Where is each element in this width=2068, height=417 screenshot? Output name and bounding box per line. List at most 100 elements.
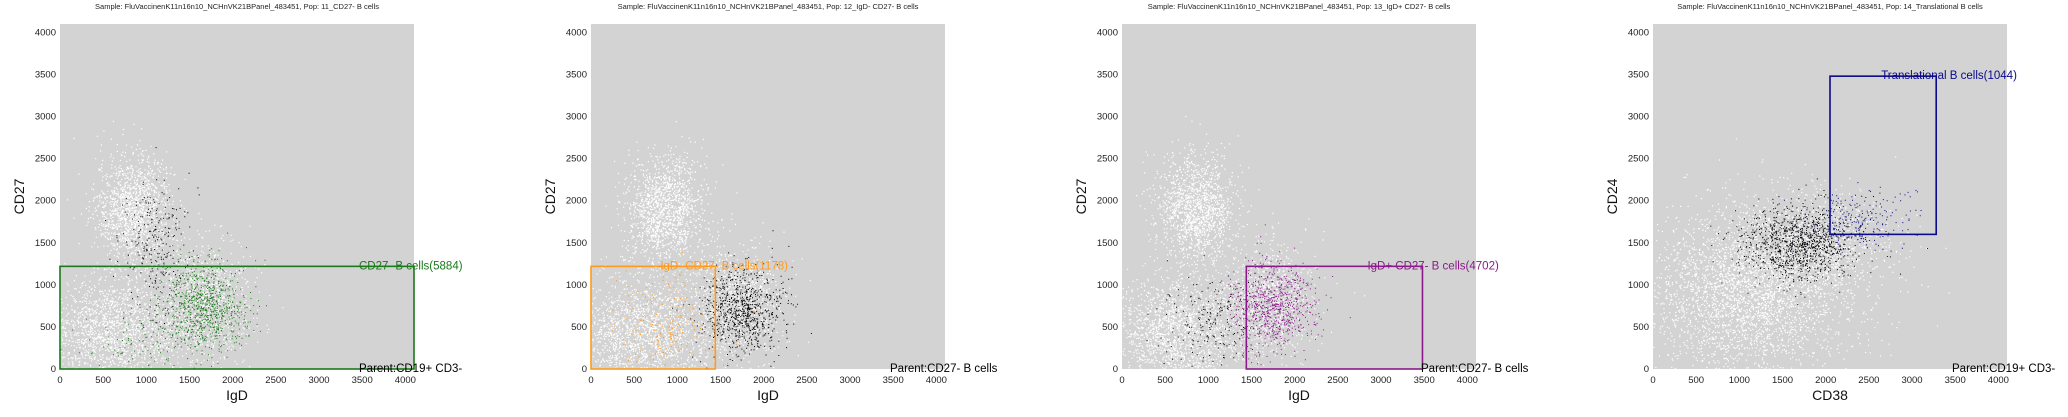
chart-title: Sample: FluVaccinenK11n16n10_NCHnVK21BPa… <box>1677 2 1983 11</box>
chart-panel-3: Sample: FluVaccinenK11n16n10_NCHnVK21BPa… <box>1073 2 1529 403</box>
y-tick-label: 0 <box>582 364 587 375</box>
x-axis-label: CD38 <box>1812 387 1848 403</box>
y-tick-label: 1000 <box>35 280 56 291</box>
chart-panel-4: Sample: FluVaccinenK11n16n10_NCHnVK21BPa… <box>1604 2 2055 403</box>
x-tick-label: 4000 <box>926 375 947 386</box>
y-tick-label: 4000 <box>1628 27 1649 38</box>
y-tick-label: 3500 <box>1097 69 1118 80</box>
x-tick-label: 2000 <box>1815 375 1836 386</box>
y-tick-label: 0 <box>51 364 56 375</box>
x-tick-label: 1500 <box>179 375 200 386</box>
y-tick-label: 1000 <box>1097 280 1118 291</box>
y-tick-label: 1500 <box>566 238 587 249</box>
parent-label: Parent:CD27- B cells <box>890 363 998 375</box>
x-tick-label: 3000 <box>1370 375 1391 386</box>
y-tick-label: 2000 <box>566 196 587 207</box>
y-tick-label: 2500 <box>1628 154 1649 165</box>
x-tick-label: 1000 <box>1729 375 1750 386</box>
population-events-2 <box>139 221 267 367</box>
chart-title: Sample: FluVaccinenK11n16n10_NCHnVK21BPa… <box>1148 2 1451 11</box>
y-axis-label: CD24 <box>1604 178 1620 214</box>
y-tick-label: 4000 <box>35 27 56 38</box>
x-tick-label: 4000 <box>1457 375 1478 386</box>
x-tick-label: 4000 <box>1988 375 2009 386</box>
background-events <box>60 120 284 369</box>
y-axis-label: CD27 <box>542 178 558 214</box>
parent-label: Parent:CD27- B cells <box>1421 363 1529 375</box>
y-tick-label: 2000 <box>1097 196 1118 207</box>
gate-rectangle[interactable] <box>590 265 717 370</box>
gate-rectangle[interactable] <box>59 265 415 370</box>
x-axis-label: IgD <box>226 387 248 403</box>
y-tick-label: 500 <box>1633 322 1649 333</box>
gate-rectangle[interactable] <box>1245 265 1424 370</box>
chart-title: Sample: FluVaccinenK11n16n10_NCHnVK21BPa… <box>95 2 379 11</box>
y-tick-label: 3000 <box>566 112 587 123</box>
x-tick-label: 500 <box>1157 375 1173 386</box>
x-tick-label: 1000 <box>667 375 688 386</box>
x-tick-label: 3000 <box>1901 375 1922 386</box>
x-tick-label: 2000 <box>753 375 774 386</box>
x-tick-label: 2000 <box>222 375 243 386</box>
y-tick-label: 2500 <box>1097 154 1118 165</box>
gate-label: IgD+ CD27- B cells(4702) <box>1367 260 1499 272</box>
y-tick-label: 1500 <box>1097 238 1118 249</box>
y-tick-label: 3500 <box>566 69 587 80</box>
x-tick-label: 1000 <box>136 375 157 386</box>
x-tick-label: 1500 <box>1241 375 1262 386</box>
x-tick-label: 0 <box>588 375 593 386</box>
background-events <box>1653 138 1950 369</box>
x-tick-label: 0 <box>57 375 62 386</box>
y-tick-label: 2500 <box>566 154 587 165</box>
y-tick-label: 500 <box>571 322 587 333</box>
x-tick-label: 500 <box>626 375 642 386</box>
y-tick-label: 4000 <box>1097 27 1118 38</box>
scatter-points <box>591 121 812 369</box>
x-tick-label: 2000 <box>1284 375 1305 386</box>
x-tick-label: 3500 <box>883 375 904 386</box>
x-tick-label: 3000 <box>308 375 329 386</box>
y-tick-label: 2000 <box>1628 196 1649 207</box>
parent-label: Parent:CD19+ CD3- <box>359 363 462 375</box>
x-tick-label: 500 <box>1688 375 1704 386</box>
population-events-1 <box>672 230 812 369</box>
x-tick-label: 1500 <box>1772 375 1793 386</box>
y-axis-label: CD27 <box>11 178 27 214</box>
x-tick-label: 3500 <box>1414 375 1435 386</box>
y-tick-label: 500 <box>1102 322 1118 333</box>
y-tick-label: 1000 <box>566 280 587 291</box>
y-tick-label: 3000 <box>1628 112 1649 123</box>
gate-label: Translational B cells(1044) <box>1881 70 2017 82</box>
x-tick-label: 2500 <box>796 375 817 386</box>
x-tick-label: 2500 <box>1327 375 1348 386</box>
x-axis-label: IgD <box>757 387 779 403</box>
x-tick-label: 3500 <box>352 375 373 386</box>
y-tick-label: 1000 <box>1628 280 1649 291</box>
scatter-points <box>1122 115 1366 369</box>
chart-title: Sample: FluVaccinenK11n16n10_NCHnVK21BPa… <box>618 2 919 11</box>
x-tick-label: 500 <box>95 375 111 386</box>
y-tick-label: 3500 <box>35 69 56 80</box>
gate-rectangle[interactable] <box>1829 75 1937 236</box>
scatter-points <box>60 120 284 369</box>
y-tick-label: 1500 <box>35 238 56 249</box>
parent-label: Parent:CD19+ CD3- <box>1952 363 2055 375</box>
y-tick-label: 3500 <box>1628 69 1649 80</box>
y-tick-label: 3000 <box>35 112 56 123</box>
x-tick-label: 1500 <box>710 375 731 386</box>
y-axis-label: CD27 <box>1073 178 1089 214</box>
y-tick-label: 3000 <box>1097 112 1118 123</box>
gate-label: CD27- B cells(5884) <box>359 260 463 272</box>
background-events <box>591 121 811 369</box>
y-tick-label: 1500 <box>1628 238 1649 249</box>
x-tick-label: 4000 <box>395 375 416 386</box>
y-tick-label: 0 <box>1113 364 1118 375</box>
x-tick-label: 0 <box>1119 375 1124 386</box>
chart-panel-1: Sample: FluVaccinenK11n16n10_NCHnVK21BPa… <box>11 2 463 403</box>
x-tick-label: 2500 <box>1858 375 1879 386</box>
y-tick-label: 2500 <box>35 154 56 165</box>
gate-label: IgD- CD27- B cells(1178) <box>660 260 788 272</box>
x-tick-label: 1000 <box>1198 375 1219 386</box>
